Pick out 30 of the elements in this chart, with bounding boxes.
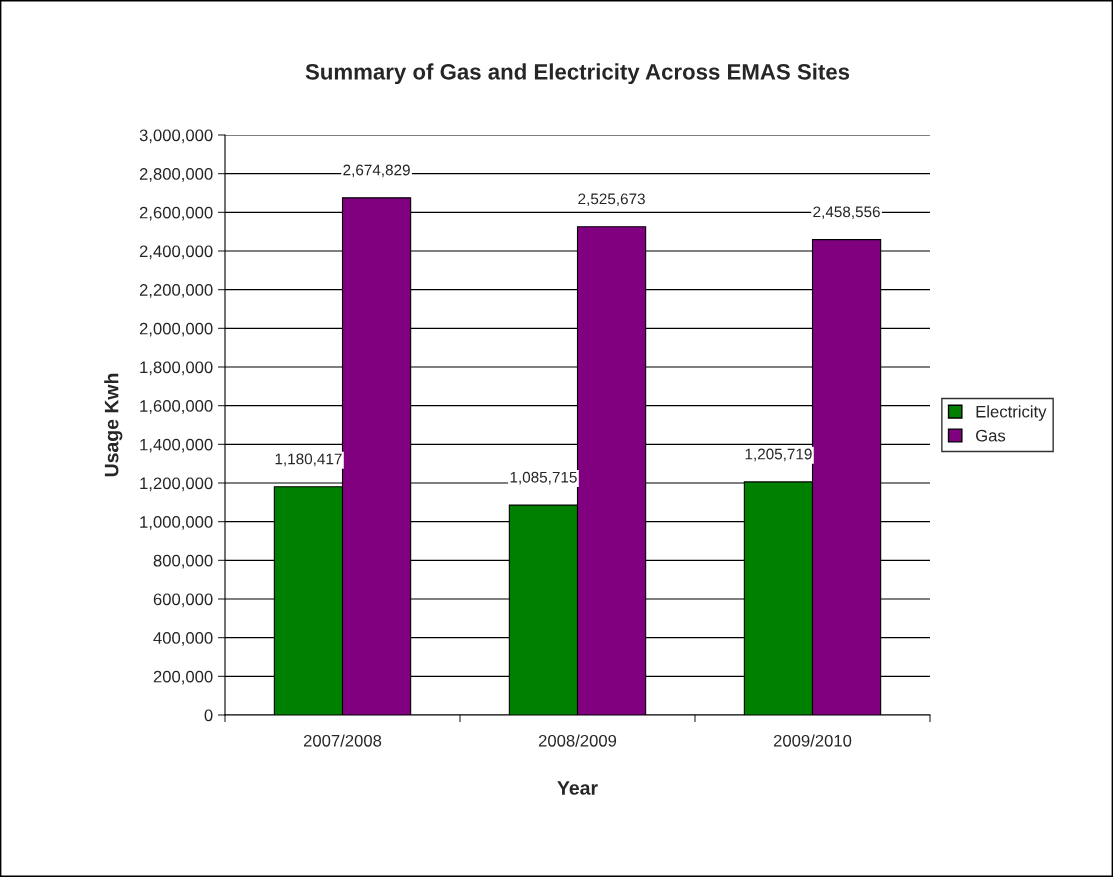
- y-tick-label: 1,400,000: [140, 438, 213, 453]
- y-tick-label: 600,000: [153, 593, 213, 608]
- legend-label: Electricity: [976, 405, 1047, 421]
- y-tick-label: 3,000,000: [139, 129, 213, 144]
- x-axis-title: Year: [557, 781, 598, 795]
- data-label: 1,205,719: [745, 448, 812, 462]
- y-axis-title: Usage Kwh: [104, 373, 123, 477]
- data-label: 2,674,829: [343, 164, 410, 178]
- y-tick-label: 2,400,000: [139, 245, 213, 260]
- y-tick-label: 1,000,000: [140, 516, 213, 530]
- y-tick-label: 1,200,000: [140, 477, 213, 492]
- y-tick-label: 800,000: [153, 554, 213, 569]
- y-tick-label: 200,000: [153, 670, 213, 685]
- y-tick-label: 1,600,000: [140, 400, 213, 414]
- y-tick-label: 2,200,000: [139, 284, 213, 298]
- legend-label: Gas: [976, 429, 1006, 442]
- data-label: 1,180,417: [275, 453, 342, 467]
- y-tick-label: 2,600,000: [139, 206, 213, 221]
- data-label: 2,525,673: [578, 193, 645, 207]
- x-tick-label: 2009/2010: [773, 734, 852, 747]
- y-tick-label: 400,000: [153, 632, 213, 646]
- data-label: 1,085,715: [510, 471, 577, 485]
- data-label: 2,458,556: [813, 206, 880, 220]
- chart-title: Summary of Gas and Electricity Across EMAS Sites: [305, 63, 850, 85]
- x-tick-label: 2007/2008: [303, 734, 382, 747]
- y-tick-label: 0: [204, 709, 213, 722]
- y-tick-label: 1,800,000: [140, 361, 213, 376]
- y-tick-label: 2,000,000: [139, 322, 213, 337]
- y-tick-label: 2,800,000: [139, 168, 213, 182]
- x-tick-label: 2008/2009: [538, 734, 617, 747]
